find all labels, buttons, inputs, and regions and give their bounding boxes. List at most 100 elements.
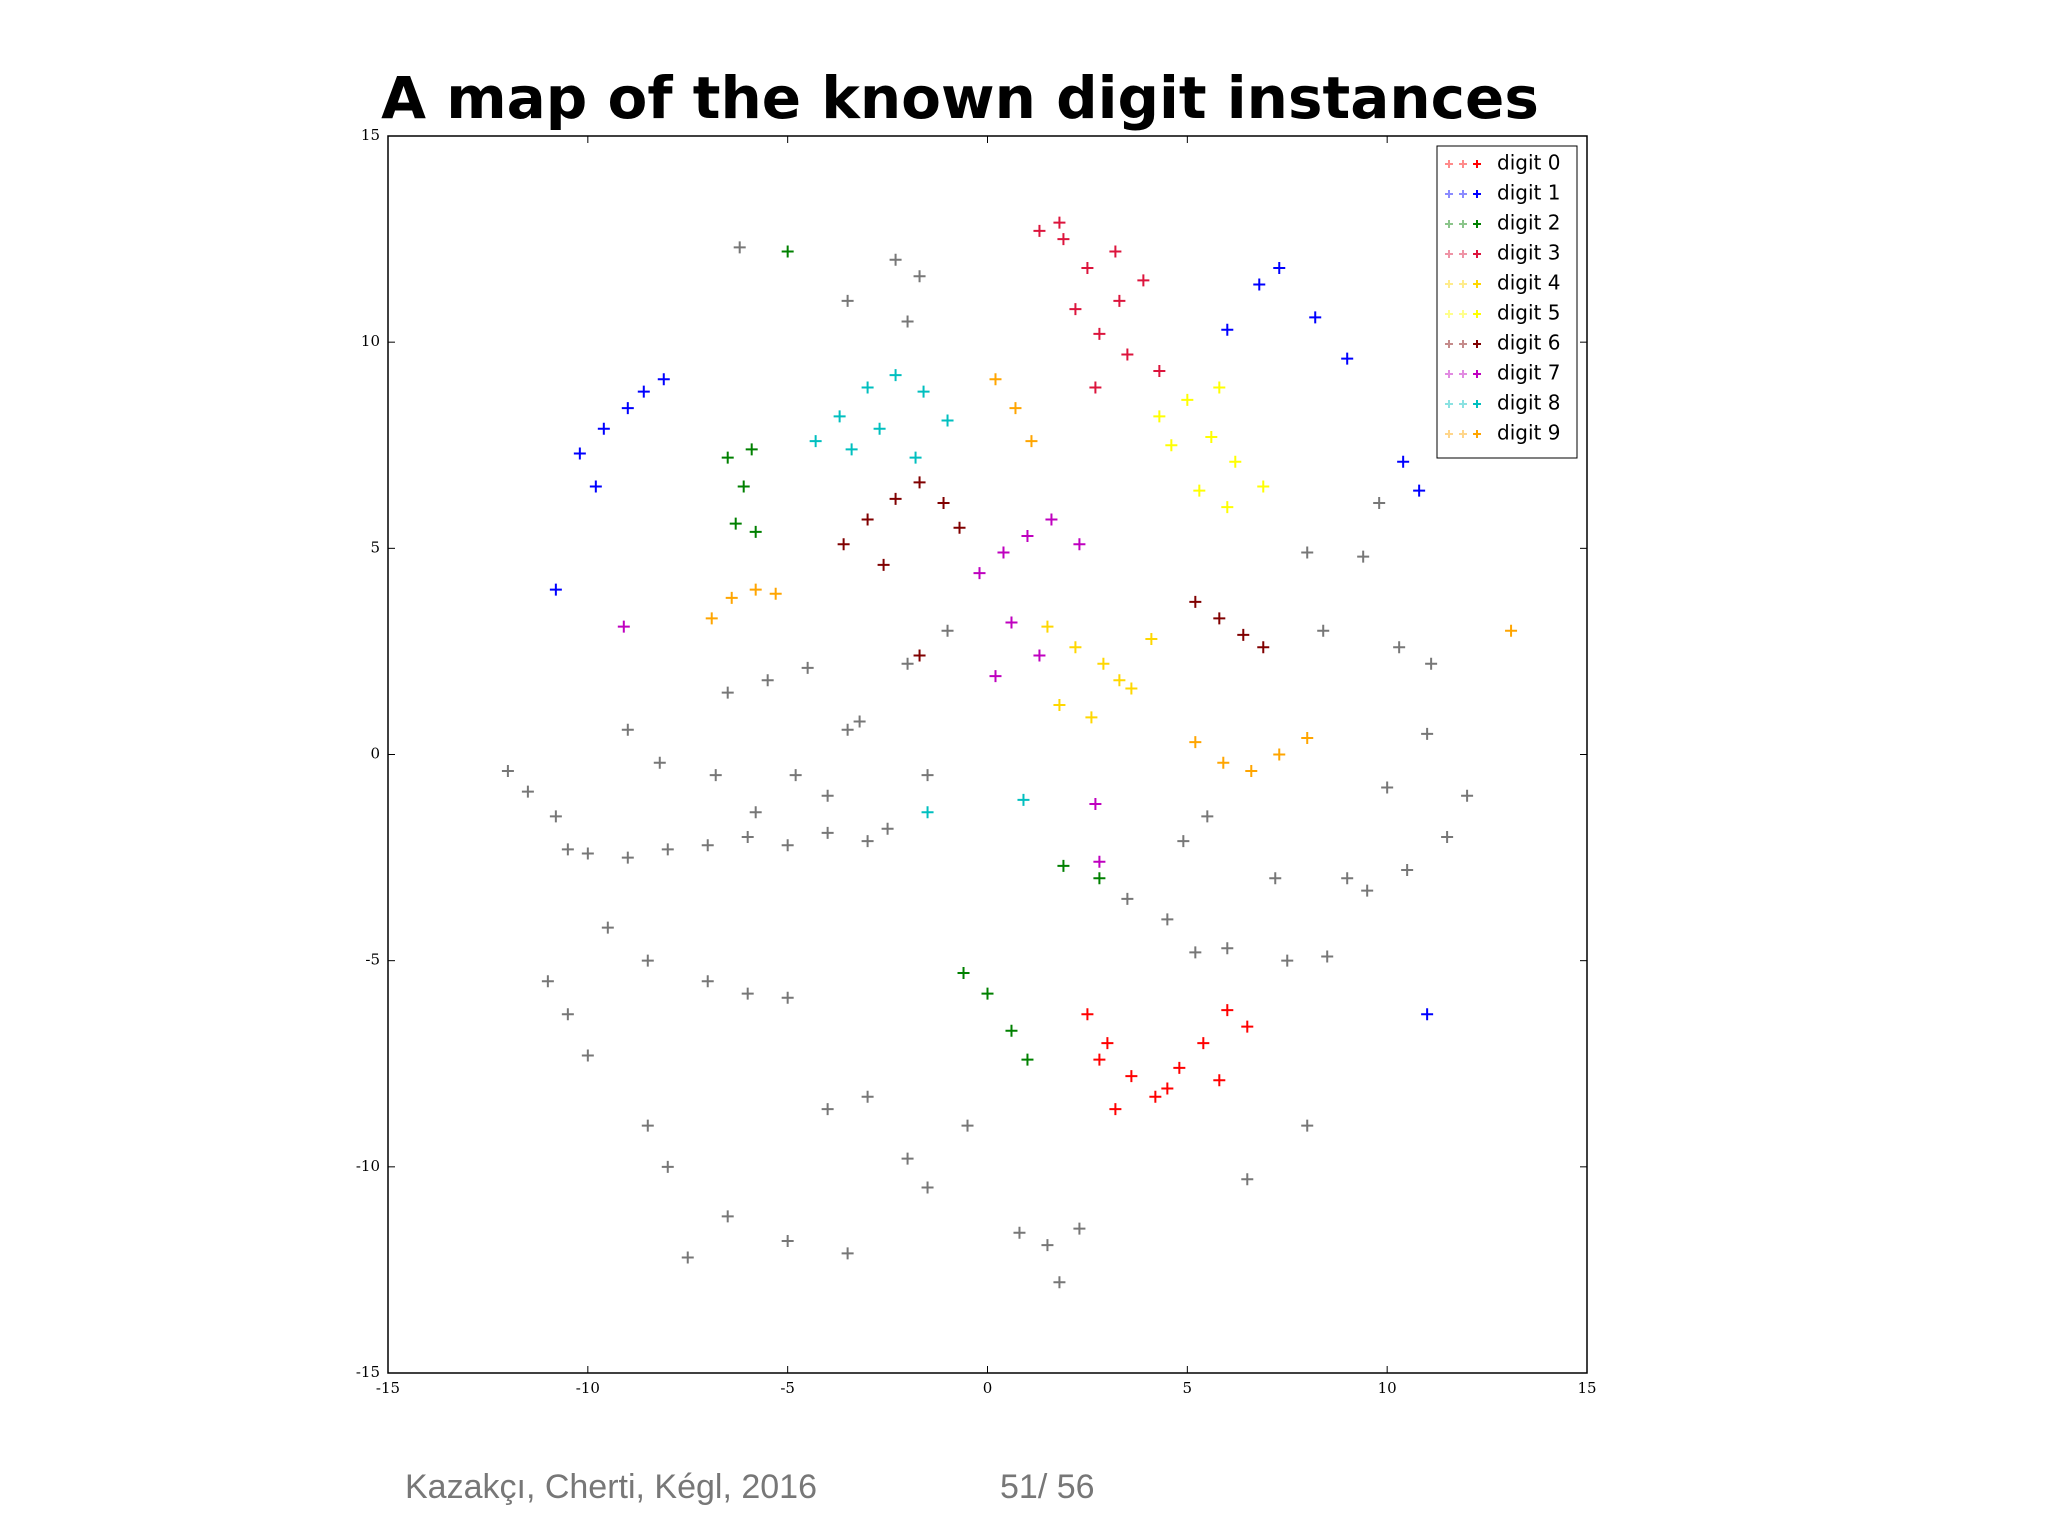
point (1229, 455, 1242, 468)
point (1221, 942, 1234, 955)
point (1217, 756, 1230, 769)
point (1153, 410, 1166, 423)
point (1373, 496, 1386, 509)
point (781, 245, 794, 258)
legend-marker (1473, 250, 1481, 258)
point (1201, 810, 1214, 823)
x-tick-label: -15 (376, 1379, 400, 1397)
point (1161, 1082, 1174, 1095)
point (581, 1049, 594, 1062)
point (941, 624, 954, 637)
point (1241, 1173, 1254, 1186)
point (597, 422, 610, 435)
point (1177, 835, 1190, 848)
point (809, 435, 822, 448)
point (561, 843, 574, 856)
point (681, 1251, 694, 1264)
point (997, 546, 1010, 559)
point (621, 723, 634, 736)
legend-marker (1445, 190, 1453, 198)
point (1021, 1053, 1034, 1066)
point (1413, 484, 1426, 497)
point (973, 567, 986, 580)
point (1165, 439, 1178, 452)
point (1461, 789, 1474, 802)
legend-marker (1459, 340, 1467, 348)
point (1089, 797, 1102, 810)
point (1113, 674, 1126, 687)
legend-marker (1473, 220, 1481, 228)
legend-marker (1459, 370, 1467, 378)
point (889, 253, 902, 266)
y-tick-label: 10 (361, 332, 380, 350)
point (941, 414, 954, 427)
point (873, 422, 886, 435)
legend-label: digit 2 (1497, 211, 1560, 235)
point (589, 480, 602, 493)
point (637, 385, 650, 398)
point (1197, 1037, 1210, 1050)
y-tick-label: 15 (361, 126, 380, 144)
point (1341, 872, 1354, 885)
legend-marker (1445, 340, 1453, 348)
point (749, 806, 762, 819)
legend-marker (1473, 160, 1481, 168)
point (957, 967, 970, 980)
point (877, 558, 890, 571)
legend-marker (1459, 430, 1467, 438)
point (989, 670, 1002, 683)
point (1173, 1061, 1186, 1074)
point (889, 492, 902, 505)
point (1221, 1004, 1234, 1017)
point (653, 756, 666, 769)
point (1033, 649, 1046, 662)
point (1041, 620, 1054, 633)
point (821, 789, 834, 802)
x-tick-label: 0 (983, 1379, 993, 1397)
legend-marker (1445, 430, 1453, 438)
legend-label: digit 5 (1497, 301, 1560, 325)
point (1121, 348, 1134, 361)
legend-label: digit 7 (1497, 361, 1560, 385)
legend-marker (1459, 160, 1467, 168)
legend-marker (1473, 370, 1481, 378)
legend-marker (1459, 310, 1467, 318)
point (1421, 1008, 1434, 1021)
point (701, 839, 714, 852)
point (725, 591, 738, 604)
point (1221, 501, 1234, 514)
point (721, 686, 734, 699)
point (1421, 727, 1434, 740)
point (1301, 546, 1314, 559)
point (1213, 1074, 1226, 1087)
point (657, 373, 670, 386)
point (981, 987, 994, 1000)
legend-marker (1445, 280, 1453, 288)
point (1081, 1008, 1094, 1021)
point (921, 1181, 934, 1194)
point (833, 410, 846, 423)
point (1005, 616, 1018, 629)
point (1093, 327, 1106, 340)
legend-label: digit 8 (1497, 391, 1560, 415)
point (1205, 431, 1218, 444)
point (1357, 550, 1370, 563)
point (841, 723, 854, 736)
point (913, 476, 926, 489)
plot-frame (387, 135, 1588, 1374)
point (1009, 402, 1022, 415)
point (1393, 641, 1406, 654)
point (1301, 732, 1314, 745)
y-tick-label: -5 (365, 951, 380, 969)
point (1025, 435, 1038, 448)
y-tick-label: 5 (370, 538, 380, 556)
point (729, 517, 742, 530)
point (1237, 628, 1250, 641)
legend: digit 0 digit 1 digit 2 digit 3 digit 4 digit… (1436, 145, 1578, 459)
legend-marker (1473, 190, 1481, 198)
legend-label: digit 3 (1497, 241, 1560, 265)
point (521, 785, 534, 798)
legend-marker (1473, 310, 1481, 318)
point (549, 810, 562, 823)
point (1257, 641, 1270, 654)
